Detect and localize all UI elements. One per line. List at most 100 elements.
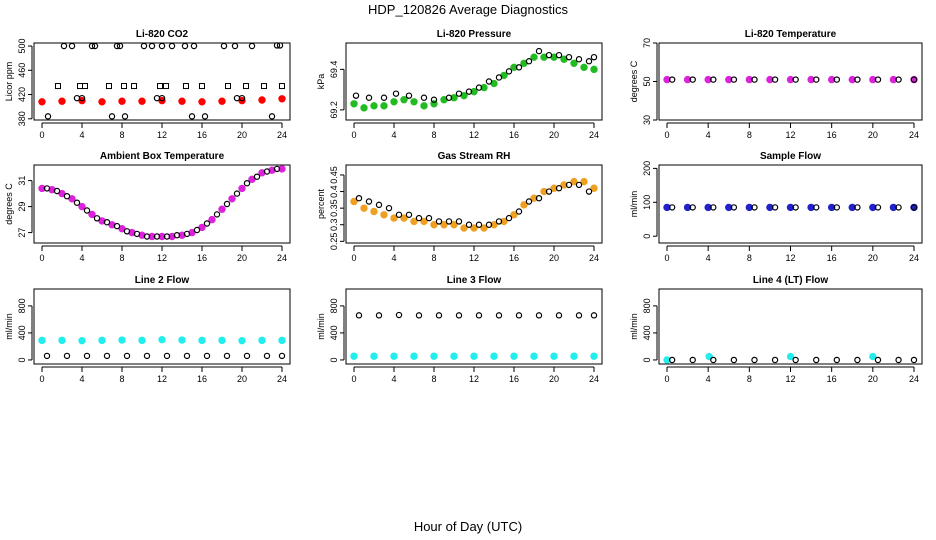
data-point xyxy=(668,76,676,83)
data-point xyxy=(140,42,148,50)
data-point xyxy=(400,96,408,104)
data-point xyxy=(380,94,388,101)
x-tick-label: 8 xyxy=(747,374,752,384)
data-point xyxy=(173,231,181,239)
data-point xyxy=(370,207,378,216)
data-point xyxy=(238,184,246,193)
data-point xyxy=(751,356,758,364)
data-point xyxy=(570,59,578,67)
data-point xyxy=(158,232,166,241)
data-point xyxy=(510,63,518,72)
data-point xyxy=(148,232,156,241)
data-point xyxy=(590,312,598,319)
data-point xyxy=(53,187,61,195)
data-point xyxy=(590,53,598,61)
x-tick-label: 20 xyxy=(237,253,247,263)
data-point xyxy=(220,42,228,50)
data-point xyxy=(60,42,68,50)
data-point xyxy=(475,312,483,319)
data-point xyxy=(792,356,799,364)
y-axis-label: percent xyxy=(316,188,326,219)
data-point xyxy=(261,83,267,90)
data-point xyxy=(233,190,241,197)
data-point xyxy=(121,113,129,120)
data-point xyxy=(833,76,841,83)
panel-title: Line 2 Flow xyxy=(135,275,190,286)
x-tick-label: 0 xyxy=(664,253,669,263)
data-point xyxy=(807,203,815,212)
data-point xyxy=(38,184,46,193)
data-point xyxy=(360,104,368,112)
data-point xyxy=(82,83,88,90)
data-point xyxy=(575,312,583,319)
data-point xyxy=(475,84,483,91)
x-tick-label: 4 xyxy=(706,374,711,384)
data-point xyxy=(68,42,76,50)
data-point xyxy=(405,211,413,218)
data-point xyxy=(730,76,738,83)
data-point xyxy=(535,194,543,202)
x-tick-label: 8 xyxy=(431,374,436,384)
data-point xyxy=(771,356,779,364)
data-point xyxy=(43,352,51,360)
data-point xyxy=(585,58,593,65)
data-point xyxy=(77,83,83,90)
y-axis-label: Licor ppm xyxy=(4,62,14,102)
data-point xyxy=(807,75,815,84)
data-point xyxy=(480,83,488,92)
data-point xyxy=(495,74,503,81)
data-point xyxy=(751,76,758,83)
data-point xyxy=(93,215,101,222)
y-tick-label: 400 xyxy=(329,325,339,340)
series-1 xyxy=(43,165,281,240)
data-point xyxy=(515,208,523,215)
data-point xyxy=(243,179,251,187)
data-point xyxy=(730,356,738,364)
x-tick-label: 0 xyxy=(39,374,44,384)
data-point xyxy=(278,336,286,345)
data-point xyxy=(854,204,861,211)
data-point xyxy=(495,312,503,319)
y-axis-label: kPa xyxy=(316,74,326,90)
x-tick-label: 8 xyxy=(747,130,752,140)
data-point xyxy=(203,352,211,360)
series-0 xyxy=(663,203,918,212)
data-point xyxy=(485,221,493,228)
data-point xyxy=(213,211,221,218)
data-point xyxy=(450,94,458,102)
data-point xyxy=(555,312,563,319)
y-tick-label: 380 xyxy=(17,111,27,126)
data-point xyxy=(565,53,573,61)
data-point xyxy=(465,221,473,228)
data-point xyxy=(355,312,363,319)
panel-title: Li-820 CO2 xyxy=(136,29,189,40)
data-point xyxy=(530,352,538,360)
data-point xyxy=(410,352,418,360)
data-point xyxy=(188,113,196,120)
data-point xyxy=(889,75,898,84)
data-point xyxy=(813,356,820,364)
plot-frame xyxy=(345,288,603,365)
data-point xyxy=(813,76,820,83)
data-point xyxy=(121,83,127,90)
data-point xyxy=(78,336,86,345)
data-point xyxy=(786,203,795,212)
data-point xyxy=(874,76,882,83)
data-point xyxy=(585,188,593,195)
data-point xyxy=(500,217,508,226)
data-point xyxy=(98,98,106,106)
x-tick-label: 24 xyxy=(277,253,287,263)
data-point xyxy=(435,312,443,319)
panel-2: Li-820 Temperature 0 4 8 12 16 20 24 30 50 70 degre… xyxy=(629,29,923,140)
figure-title: HDP_120826 Average Diagnostics xyxy=(368,2,568,17)
series-0 xyxy=(663,352,877,364)
data-point xyxy=(435,218,443,225)
panel-title: Ambient Box Temperature xyxy=(100,151,225,162)
data-point xyxy=(405,92,413,99)
data-point xyxy=(730,204,738,211)
data-point xyxy=(98,336,106,345)
data-point xyxy=(123,228,131,235)
x-tick-label: 20 xyxy=(549,253,559,263)
data-point xyxy=(668,204,676,211)
data-point xyxy=(515,64,523,71)
